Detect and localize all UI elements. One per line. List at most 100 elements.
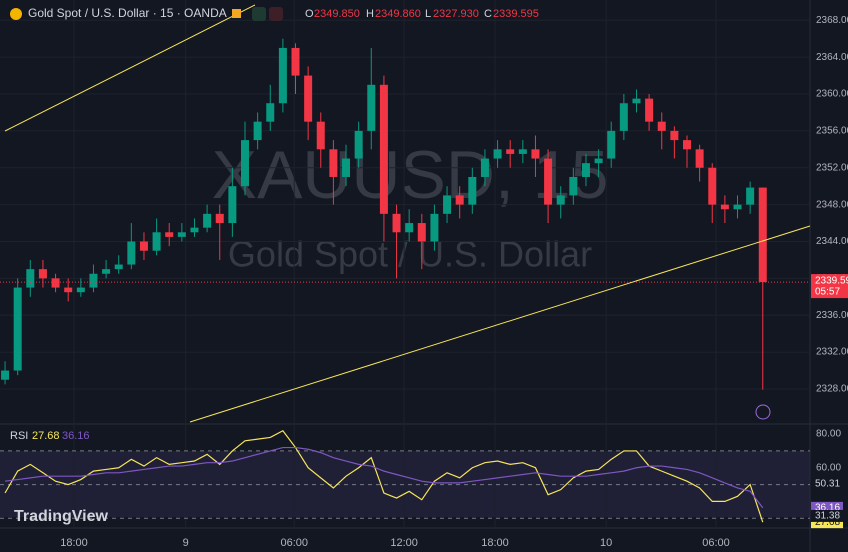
candle-body — [38, 269, 47, 279]
x-tick-label: 18:00 — [481, 537, 509, 549]
candle-body — [544, 158, 553, 205]
buy-button[interactable] — [252, 7, 266, 21]
candle-body — [329, 149, 338, 177]
candle-body — [215, 213, 224, 224]
candle-body — [266, 103, 275, 122]
rsi-line — [4, 446, 764, 509]
axis-value-label: 36.16 — [815, 503, 840, 514]
x-tick-label: 12:00 — [390, 537, 418, 549]
candle-body — [304, 75, 313, 122]
candle-body — [51, 278, 60, 288]
candle-body — [139, 241, 148, 251]
x-tick-label: 06:00 — [702, 537, 730, 549]
ohlc-value: 2327.930 — [433, 8, 479, 20]
ohlc-label: H — [366, 8, 374, 20]
candle-body — [64, 287, 73, 293]
candle-body — [405, 223, 414, 233]
ohlc-label: L — [425, 8, 431, 20]
candle-body — [682, 140, 691, 150]
plot — [0, 0, 810, 528]
ohlc-value: 2349.860 — [375, 8, 421, 20]
axis-value-label: 31.38 — [815, 511, 840, 522]
candle-body — [190, 227, 199, 233]
candle-body — [733, 204, 742, 210]
candle-body — [758, 187, 767, 283]
candle-body — [581, 163, 590, 177]
candle-body — [127, 241, 136, 265]
candle-body — [203, 213, 212, 228]
trendline — [189, 225, 811, 423]
candle-body — [102, 269, 111, 274]
candle-body — [506, 149, 515, 154]
candle-body — [493, 149, 502, 159]
candle-body — [240, 140, 249, 187]
candle-body — [228, 186, 237, 224]
candle-body — [253, 121, 262, 141]
alert-icon[interactable] — [755, 404, 771, 420]
candle-body — [342, 158, 351, 177]
candle-body — [746, 187, 755, 205]
rsi-band — [0, 451, 810, 517]
y-tick-label: 2352.00 — [816, 162, 848, 173]
candle-body — [165, 232, 174, 237]
trendline — [4, 4, 256, 132]
flag-icon[interactable] — [232, 9, 241, 18]
axis-value-label: 27.68 — [815, 517, 840, 528]
candle-body — [632, 98, 641, 104]
candle-body — [392, 213, 401, 233]
y-tick-label: 2360.00 — [816, 89, 848, 100]
ohlc-label: C — [484, 8, 492, 20]
axis-value-box — [811, 509, 843, 522]
candle-body — [354, 130, 363, 159]
candle-body — [468, 176, 477, 205]
logo: TradingView — [14, 508, 109, 525]
y-tick-label: 2332.00 — [816, 347, 848, 358]
candle-body — [720, 204, 729, 210]
y-tick-label: 2364.00 — [816, 52, 848, 63]
rsi-ma-value: 36.16 — [62, 430, 90, 442]
y-tick-label: 2356.00 — [816, 126, 848, 137]
sell-button[interactable] — [269, 7, 283, 21]
candle-body — [177, 232, 186, 237]
candle-body — [695, 149, 704, 168]
symbol-title: Gold Spot / U.S. Dollar · 15 · OANDA — [28, 6, 227, 20]
candle-body — [443, 195, 452, 214]
last-price-box — [811, 274, 848, 299]
candle-body — [569, 176, 578, 196]
candle-body — [316, 121, 325, 150]
rsi-title: RSI — [10, 430, 28, 442]
symbol-icon — [10, 8, 22, 20]
watermark-ticker: XAUUSD, 15 — [212, 137, 609, 213]
candle-body — [518, 149, 527, 154]
candle-body — [607, 130, 616, 159]
last-price-label: 2339.59 — [815, 276, 848, 287]
ohlc-value: 2349.850 — [314, 8, 360, 20]
candle-body — [708, 167, 717, 205]
rsi-line — [4, 429, 764, 523]
x-tick-label: 9 — [183, 537, 189, 549]
y-tick-label: 80.00 — [816, 429, 841, 440]
y-tick-label: 2368.00 — [816, 15, 848, 26]
y-tick-label: 2344.00 — [816, 236, 848, 247]
candle-body — [367, 84, 376, 131]
candle-body — [430, 213, 439, 242]
candle-body — [114, 264, 123, 270]
x-tick-label: 10 — [600, 537, 612, 549]
candle-body — [455, 195, 464, 205]
x-tick-label: 18:00 — [60, 537, 88, 549]
candle-body — [379, 84, 388, 214]
candle-body — [26, 269, 35, 288]
candle-body — [13, 287, 22, 371]
ohlc-label: O — [305, 8, 314, 20]
candle-body — [76, 287, 85, 293]
candle-body — [594, 158, 603, 164]
y-tick-label: 60.00 — [816, 462, 841, 473]
candle-body — [278, 47, 287, 104]
x-tick-label: 06:00 — [280, 537, 308, 549]
rsi-value: 27.68 — [32, 430, 60, 442]
y-tick-label: 2336.00 — [816, 310, 848, 321]
y-tick-label: 2328.00 — [816, 384, 848, 395]
candle-body — [480, 158, 489, 177]
